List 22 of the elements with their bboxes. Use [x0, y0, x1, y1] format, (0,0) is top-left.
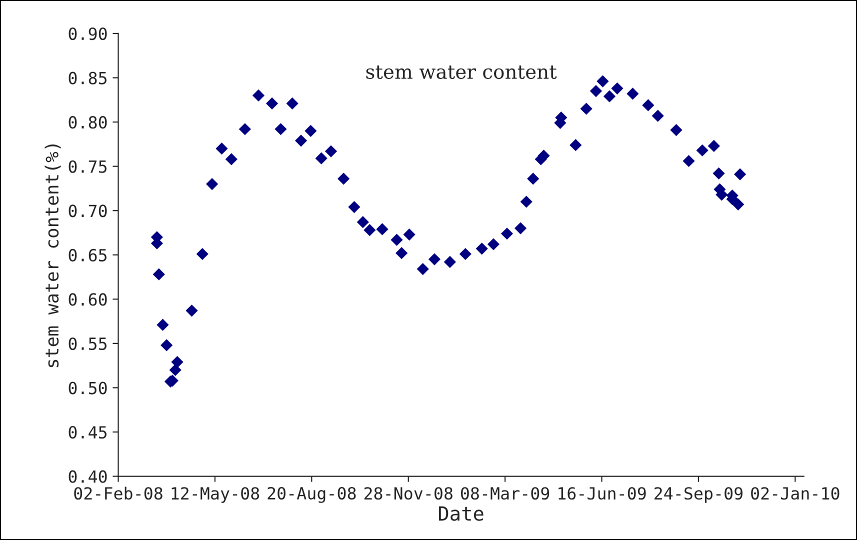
y-tick-label: 0.50	[68, 382, 107, 394]
y-tick-label: 0.75	[68, 160, 107, 173]
y-tick-label: 0.55	[68, 337, 107, 350]
y-tick-label: 0.85	[68, 72, 107, 84]
y-tick-label: 0.70	[68, 204, 107, 218]
x-axis-title: Date	[438, 506, 484, 521]
x-tick-label: 02-Jan-10	[751, 487, 840, 500]
y-tick-label: 0.65	[68, 248, 107, 262]
x-tick-label: 12-May-08	[172, 487, 260, 503]
y-tick-label: 0.90	[68, 27, 107, 40]
y-tick-label: 0.60	[68, 293, 107, 306]
x-tick-label: 20-Aug-08	[268, 486, 356, 503]
x-tick-label: 16-Jun-09	[558, 487, 646, 500]
x-tick-label: 24-Sep-09	[654, 487, 742, 503]
y-tick-label: 0.40	[68, 470, 107, 483]
y-tick-label: 0.80	[68, 116, 107, 129]
y-tick-label: 0.45	[68, 426, 107, 439]
x-tick-label: 02-Feb-08	[74, 486, 162, 500]
y-axis-title: stem water content(%)	[44, 144, 61, 368]
x-tick-label: 28-Nov-08	[364, 487, 452, 500]
x-tick-label: 08-Mar-09	[460, 487, 550, 500]
text: stem water content	[366, 65, 557, 79]
